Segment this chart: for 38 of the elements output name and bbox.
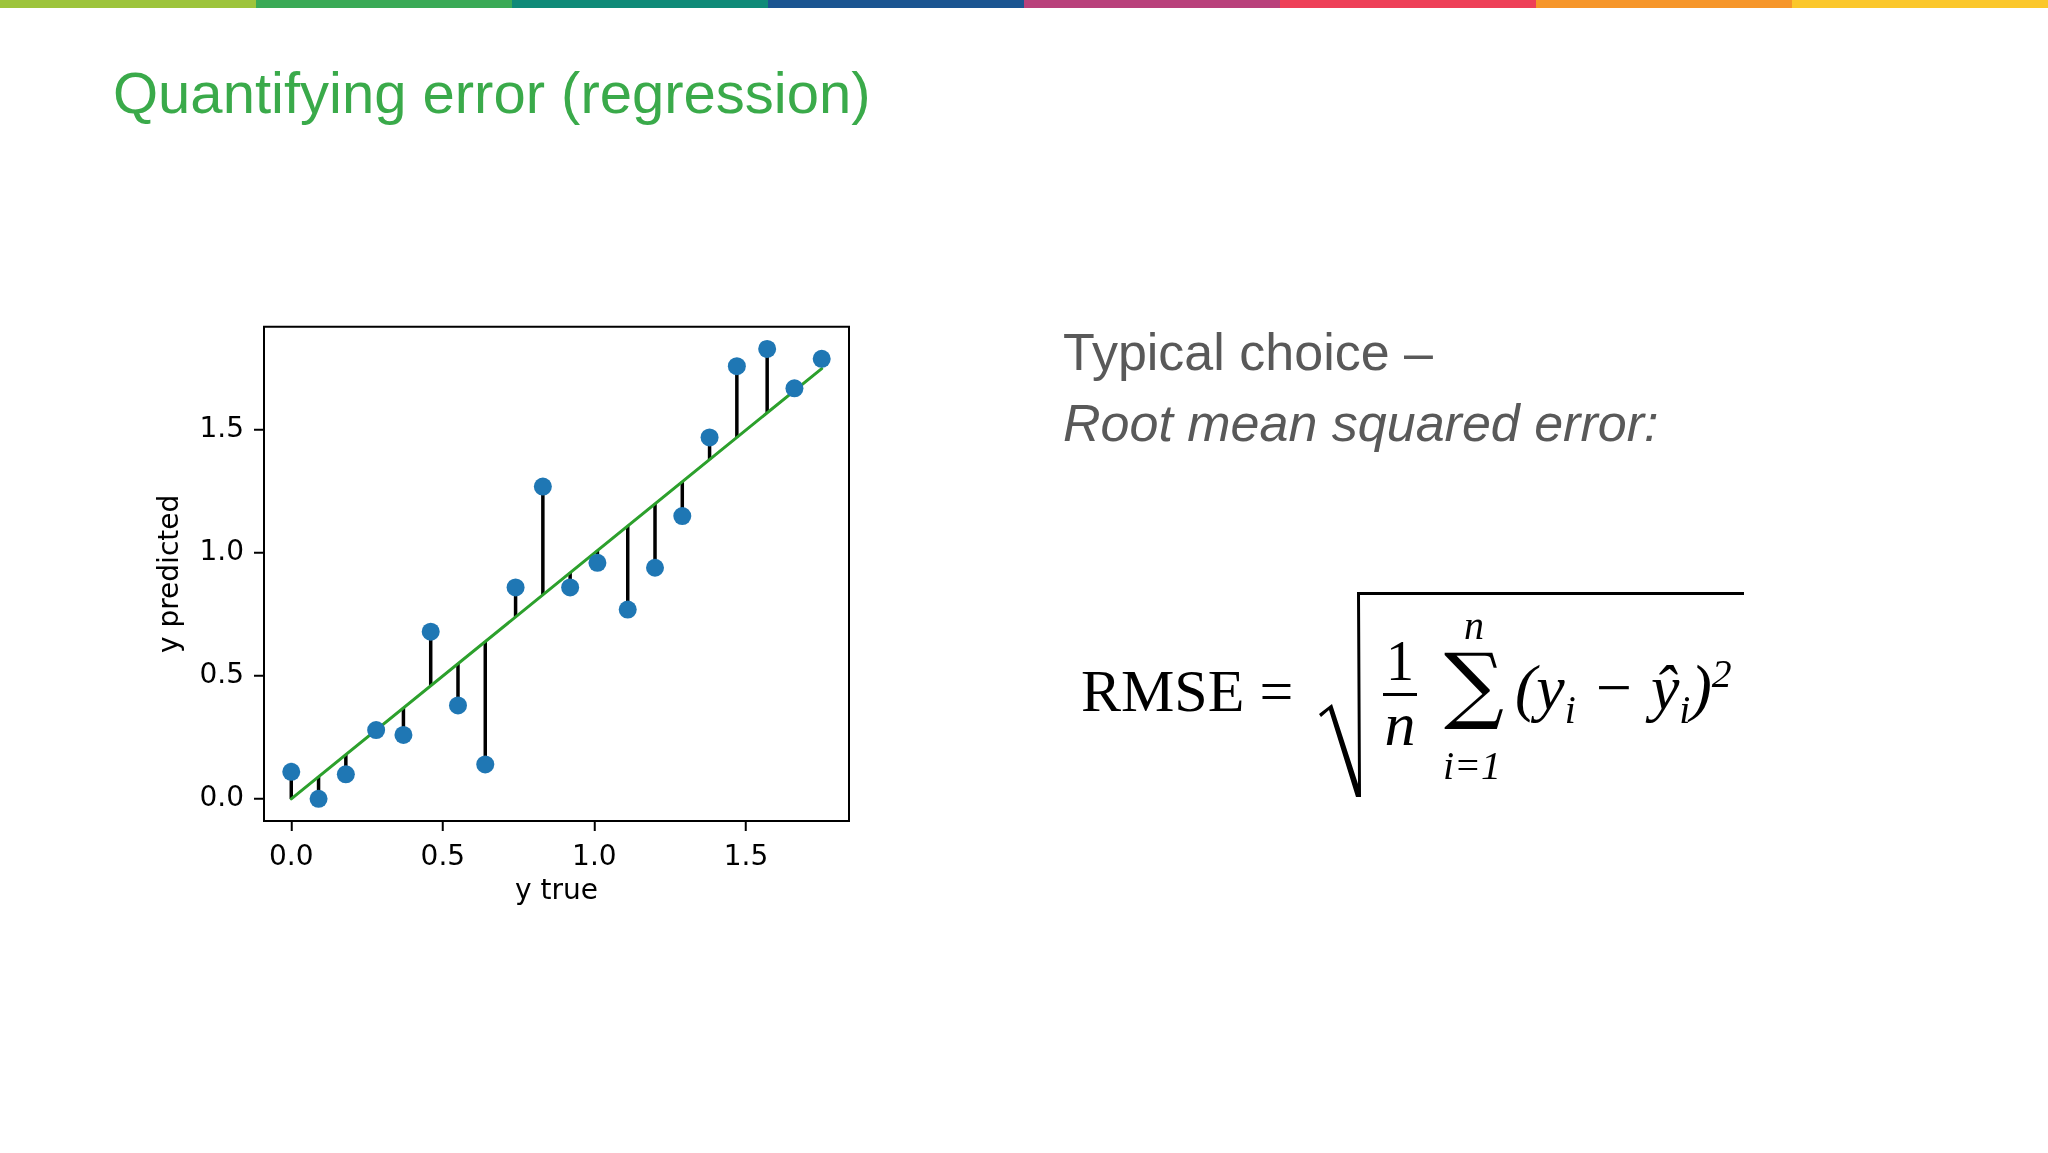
point (448, 696, 467, 715)
x-tick-label: 1.0 (572, 839, 617, 873)
point (336, 765, 355, 784)
point (533, 477, 552, 496)
text: 1 (1386, 630, 1414, 692)
point (727, 357, 746, 376)
chart-title: Quantifying error (regression) (113, 60, 871, 125)
point (618, 600, 637, 619)
y-tick-label: 0.5 (199, 657, 244, 691)
x-tick-label: 1.5 (723, 839, 769, 873)
y-tick-label: 0.0 (199, 780, 244, 814)
x-tick-label: 0.0 (269, 839, 314, 873)
text: Typical choice – (1063, 323, 1433, 381)
point (588, 553, 607, 572)
y-axis-title: y predicted (152, 494, 186, 654)
point (758, 339, 777, 358)
text: n (1384, 690, 1416, 758)
point (282, 762, 301, 781)
point (421, 622, 440, 641)
x-tick-label: 0.5 (420, 839, 466, 873)
point (812, 349, 831, 368)
y-tick-label: 1.0 (199, 534, 244, 568)
point (476, 755, 495, 774)
point (646, 558, 665, 577)
point (673, 507, 692, 526)
text: Root mean squared error: (1063, 394, 1659, 452)
text: RMSE = (1081, 658, 1294, 724)
point (561, 578, 580, 597)
point (700, 428, 719, 447)
x-axis-title: y true (515, 873, 598, 907)
point (785, 379, 804, 398)
point (367, 721, 386, 740)
text: (y$_{i}$ − ŷ$_{i}$)$^{2}$ (1515, 651, 1732, 732)
point (506, 578, 525, 597)
y-tick-label: 1.5 (199, 411, 244, 445)
point (394, 725, 413, 744)
point (309, 789, 328, 808)
text: i=1 (1442, 743, 1502, 788)
